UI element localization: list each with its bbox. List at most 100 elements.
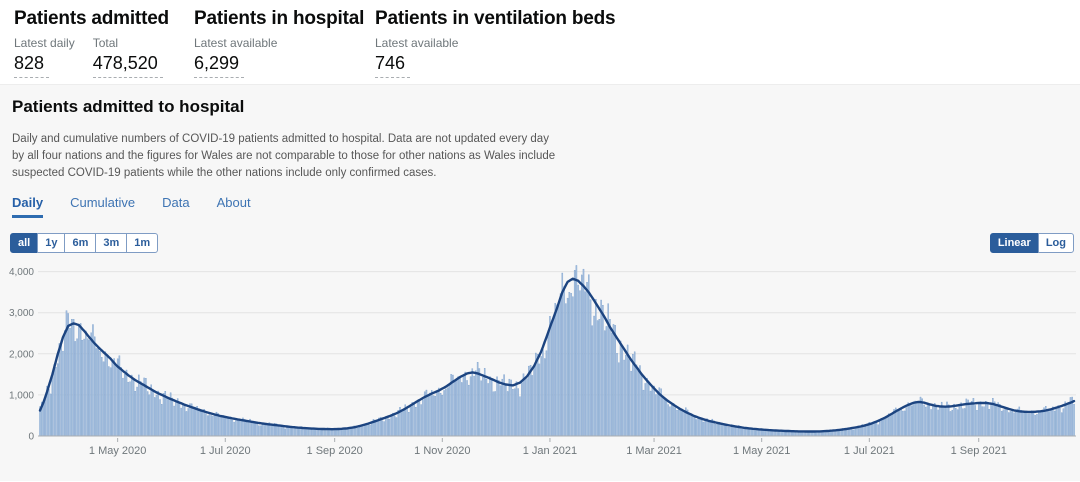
bar [600,299,602,437]
bar [125,369,128,437]
bar [921,398,924,437]
bar [413,404,415,437]
bar [201,409,204,437]
bar [427,394,429,437]
bar [524,377,526,437]
bar [967,399,969,437]
bar [152,389,154,437]
bar [545,350,548,437]
bar [639,365,641,437]
bar [332,429,334,437]
bar [44,396,47,437]
range-button-1m[interactable]: 1m [126,233,159,253]
bar [898,410,901,437]
bar [538,363,541,437]
bar [709,420,712,437]
bar [859,426,862,437]
bar [199,411,202,437]
bar [434,396,437,437]
bar [923,404,925,437]
tab-cumulative[interactable]: Cumulative [70,195,136,210]
bar [161,404,163,437]
bar [303,428,306,437]
bar [401,409,403,437]
bar [55,367,57,437]
bar [616,353,618,437]
bar [683,410,685,437]
bar [469,376,472,437]
bar [192,407,195,437]
bar [891,413,894,437]
range-button-1y[interactable]: 1y [37,233,66,253]
bar [1048,411,1051,437]
range-button-all[interactable]: all [10,233,39,253]
bar [305,428,308,437]
bar [588,274,590,437]
bar [83,338,85,437]
summary-row: Patients admitted Latest daily 828 Total 478… [0,0,1080,84]
bar [896,411,899,437]
bar [443,390,445,437]
bar [240,419,242,437]
bar [221,415,223,437]
bar [416,401,419,437]
bar [1060,412,1063,437]
bar [581,274,583,437]
tab-daily[interactable]: Daily [12,195,44,218]
bar [168,397,170,437]
bar [480,380,482,437]
tab-data[interactable]: Data [162,195,190,210]
bar [228,416,230,437]
bar [356,427,359,437]
bar [799,431,802,437]
bar [213,415,216,437]
tab-about[interactable]: About [216,195,251,210]
bar [688,414,691,437]
bar [203,409,205,437]
bar [1059,408,1061,437]
bar [780,431,782,437]
bar [582,268,585,437]
bar [1023,410,1026,437]
bar [1022,411,1024,437]
bar [210,415,212,437]
bar [568,292,571,437]
bar [1068,403,1070,437]
bar [905,407,908,437]
bar [552,318,555,437]
range-button-3m[interactable]: 3m [95,233,128,253]
bar [455,380,458,437]
bar [702,421,705,437]
bar [178,403,181,437]
bar [71,319,73,437]
bar [556,304,558,437]
bar [111,360,114,437]
bar [1041,411,1043,437]
bar [519,396,521,437]
x-axis-label: 1 May 2021 [733,445,790,457]
bar [1052,406,1054,437]
bar [577,284,579,437]
metric-value: 828 [14,53,50,78]
bar [139,381,142,437]
bar [974,405,976,437]
bar [877,424,879,437]
bar [342,429,345,437]
bar [51,376,54,437]
bar [558,303,560,437]
bar [252,422,255,437]
range-button-6m[interactable]: 6m [64,233,97,253]
bar [598,319,601,437]
bar [591,325,594,437]
bar [716,423,719,437]
bar [563,286,565,437]
average-line [38,277,1076,433]
bar [420,404,422,437]
bar [115,366,117,437]
bar [48,389,50,437]
bar [1029,413,1031,437]
bar [127,381,129,437]
scale-button-linear[interactable]: Linear [989,233,1039,253]
scale-button-log[interactable]: Log [1037,233,1074,253]
bar [466,380,468,437]
